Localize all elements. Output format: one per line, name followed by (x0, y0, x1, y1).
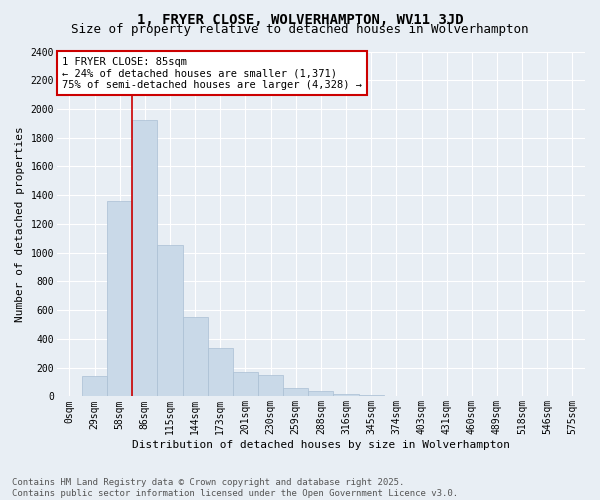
Bar (283, 388, 308, 396)
Bar (132, 120, 157, 396)
X-axis label: Distribution of detached houses by size in Wolverhampton: Distribution of detached houses by size … (132, 440, 510, 450)
Bar (233, 372, 258, 396)
Bar (182, 316, 208, 396)
Text: Contains HM Land Registry data © Crown copyright and database right 2025.
Contai: Contains HM Land Registry data © Crown c… (12, 478, 458, 498)
Bar (157, 245, 182, 396)
Bar (308, 392, 334, 396)
Bar (258, 375, 283, 396)
Text: 1, FRYER CLOSE, WOLVERHAMPTON, WV11 3JD: 1, FRYER CLOSE, WOLVERHAMPTON, WV11 3JD (137, 12, 463, 26)
Bar (82, 376, 107, 396)
Bar (107, 201, 132, 396)
Bar (334, 394, 359, 396)
Text: 1 FRYER CLOSE: 85sqm
← 24% of detached houses are smaller (1,371)
75% of semi-de: 1 FRYER CLOSE: 85sqm ← 24% of detached h… (62, 56, 362, 90)
Bar (359, 394, 384, 396)
Text: Size of property relative to detached houses in Wolverhampton: Size of property relative to detached ho… (71, 22, 529, 36)
Y-axis label: Number of detached properties: Number of detached properties (15, 126, 25, 322)
Bar (208, 348, 233, 397)
